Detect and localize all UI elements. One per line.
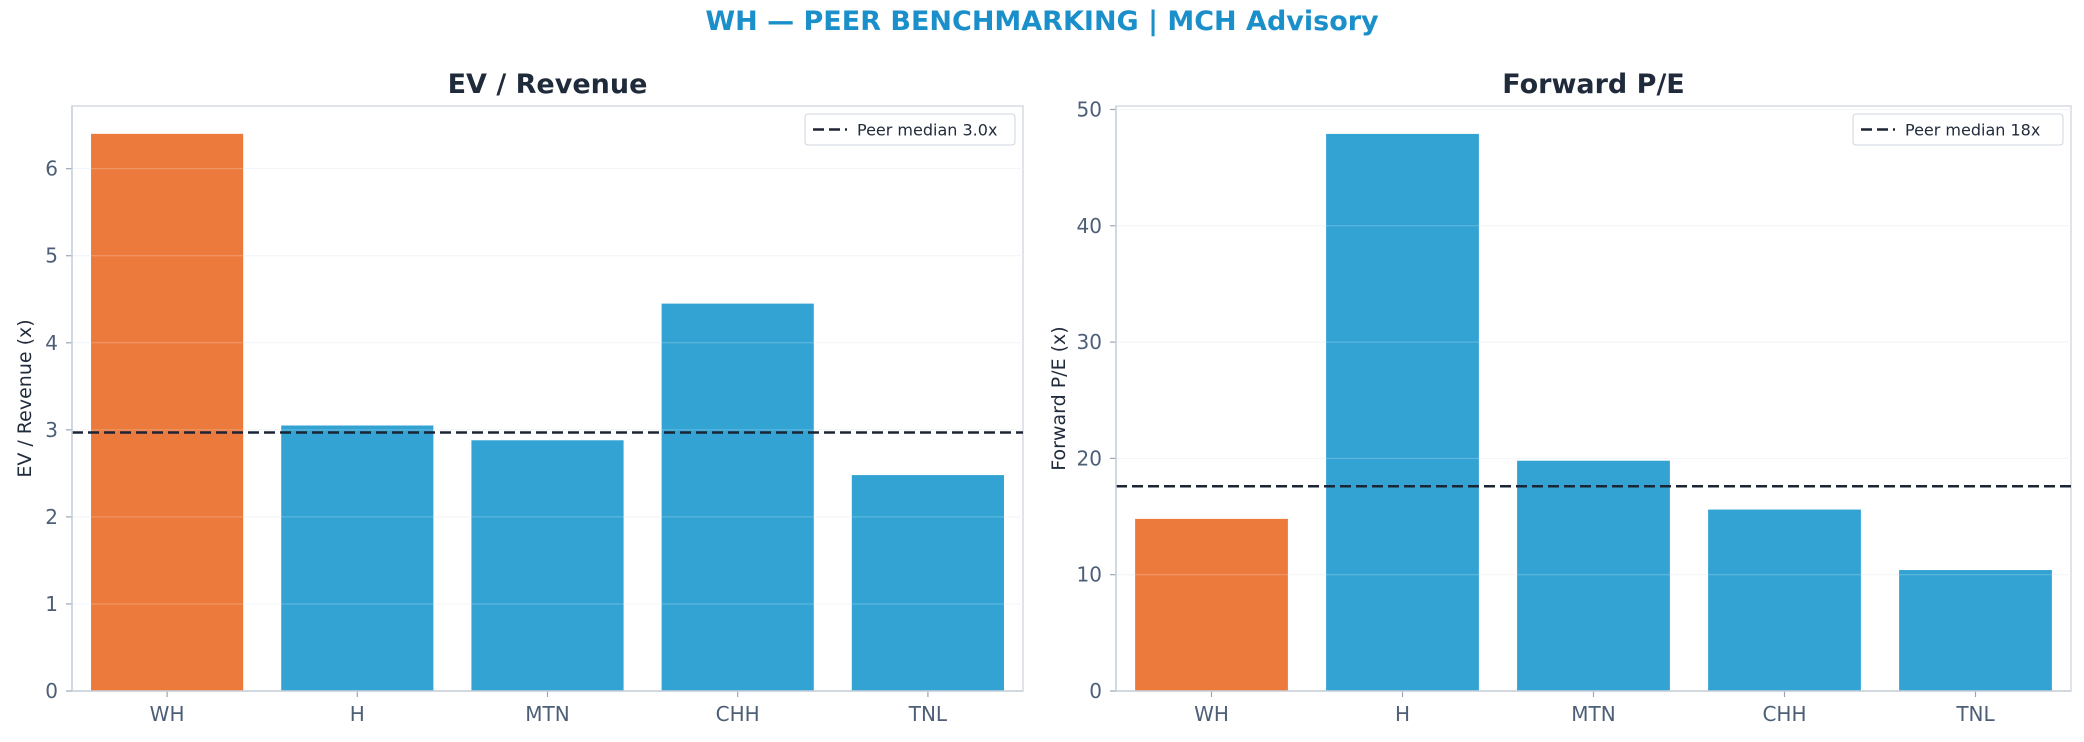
x-tick-label: MTN: [525, 702, 569, 726]
x-tick-label: MTN: [1571, 702, 1615, 726]
legend-label: Peer median 3.0x: [857, 121, 997, 140]
x-tick-label: H: [1395, 702, 1410, 726]
figure-title: WH — PEER BENCHMARKING | MCH Advisory: [705, 6, 1379, 37]
bar-mtn: [471, 440, 624, 691]
legend-box: [804, 113, 1016, 146]
panel-title: EV / Revenue: [448, 69, 648, 100]
y-tick-label: 2: [45, 505, 58, 529]
bar-chh: [1708, 509, 1861, 691]
bar-tnl: [1899, 570, 2052, 691]
y-tick-label: 40: [1077, 214, 1102, 238]
y-tick-label: 4: [45, 331, 58, 355]
y-axis-label: Forward P/E (x): [1048, 326, 1070, 470]
bar-tnl: [851, 475, 1004, 691]
x-tick-label: TNL: [1955, 702, 1995, 726]
y-tick-label: 10: [1077, 563, 1102, 587]
chart-panel-1: 0 1 2 3 4 5 6 WH H MTN CHH TNL EV / Revenue EV / Reve…: [14, 69, 1024, 726]
legend: Peer median 18x: [1852, 113, 2064, 146]
bar-mtn: [1517, 460, 1670, 691]
y-tick-label: 6: [45, 157, 58, 181]
x-tick-label: CHH: [1762, 702, 1806, 726]
y-tick-label: 5: [45, 244, 58, 268]
y-tick-label: 3: [45, 418, 58, 442]
y-tick-label: 30: [1077, 330, 1102, 354]
legend: Peer median 3.0x: [804, 113, 1016, 146]
y-tick-label: 0: [45, 679, 58, 703]
x-tick-label: WH: [150, 702, 185, 726]
bar-h: [1326, 133, 1479, 691]
chart-panel-2: 0 10 20 30 40 50 WH H MTN CHH TNL Forward P/E Forwar…: [1048, 69, 2072, 726]
bar-chh: [661, 303, 814, 691]
y-tick-label: 0: [1089, 679, 1102, 703]
bar-wh: [1135, 518, 1288, 691]
legend-label: Peer median 18x: [1905, 121, 2040, 140]
x-tick-label: CHH: [716, 702, 760, 726]
panel-title: Forward P/E: [1502, 69, 1685, 100]
x-tick-label: TNL: [908, 702, 948, 726]
bar-wh: [91, 133, 244, 691]
y-tick-label: 50: [1077, 97, 1102, 121]
bar-h: [281, 425, 434, 691]
y-axis-label: EV / Revenue (x): [14, 319, 36, 477]
legend-box: [1852, 113, 2064, 146]
x-tick-label: H: [350, 702, 365, 726]
y-tick-label: 1: [45, 592, 58, 616]
x-tick-label: WH: [1194, 702, 1229, 726]
y-tick-label: 20: [1077, 446, 1102, 470]
